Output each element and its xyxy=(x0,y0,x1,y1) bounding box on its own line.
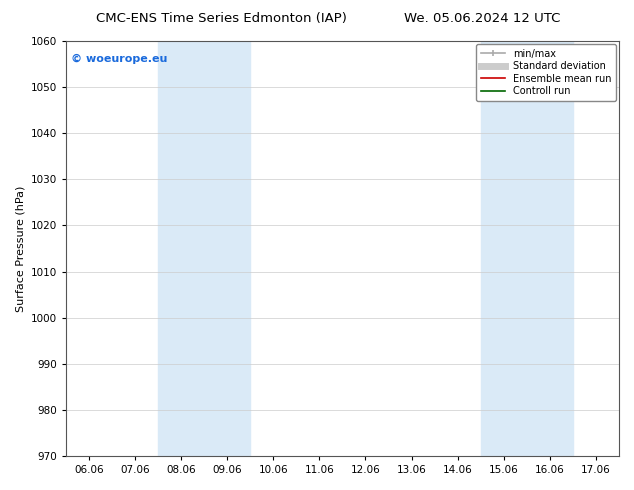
Y-axis label: Surface Pressure (hPa): Surface Pressure (hPa) xyxy=(15,185,25,312)
Bar xyxy=(481,41,573,456)
Text: © woeurope.eu: © woeurope.eu xyxy=(72,53,168,64)
Legend: min/max, Standard deviation, Ensemble mean run, Controll run: min/max, Standard deviation, Ensemble me… xyxy=(476,44,616,101)
Bar xyxy=(158,41,250,456)
Text: CMC-ENS Time Series Edmonton (IAP): CMC-ENS Time Series Edmonton (IAP) xyxy=(96,12,347,25)
Text: We. 05.06.2024 12 UTC: We. 05.06.2024 12 UTC xyxy=(404,12,560,25)
